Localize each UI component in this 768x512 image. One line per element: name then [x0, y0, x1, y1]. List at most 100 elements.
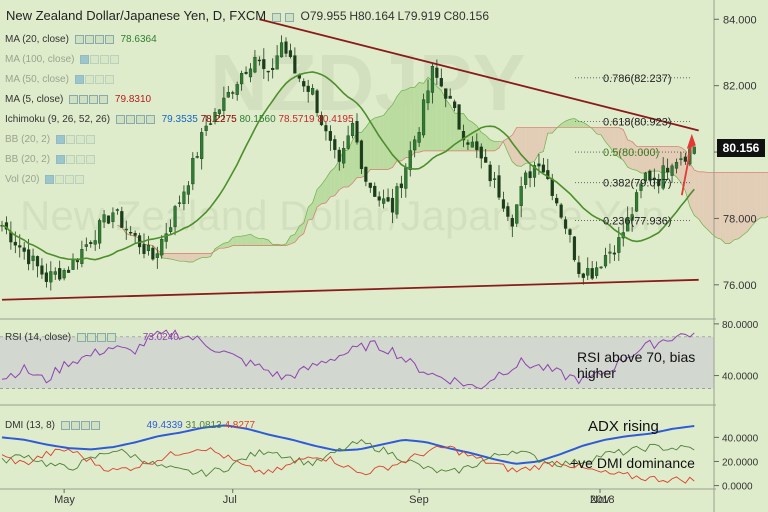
- candle-body: [66, 269, 71, 273]
- candle-body: [35, 256, 40, 267]
- candle-body: [306, 85, 310, 92]
- candle-body: [404, 167, 408, 189]
- legend-bb1[interactable]: BB (20, 2): [5, 134, 99, 145]
- legend-buttons[interactable]: [80, 54, 120, 65]
- candle-body: [217, 109, 222, 115]
- candle-body: [231, 92, 235, 94]
- legend-dmi[interactable]: DMI (13, 8) 49.4339 31.0813 4.8277: [5, 420, 255, 431]
- kumo-segment: [627, 139, 633, 170]
- dmi-line-di: [1, 445, 695, 484]
- candle-body: [470, 141, 474, 148]
- kumo-segment: [405, 87, 411, 158]
- candle-body: [506, 206, 510, 217]
- candle-body: [599, 266, 603, 269]
- candle-body: [461, 131, 466, 141]
- eye-button[interactable]: [284, 12, 294, 22]
- legend-buttons[interactable]: [45, 174, 85, 185]
- kumo-segment: [623, 129, 628, 168]
- candle-body: [284, 41, 288, 54]
- legend-buttons[interactable]: [60, 420, 101, 431]
- candle-body: [608, 251, 612, 254]
- kumo-segment: [374, 116, 380, 170]
- candle-body: [479, 146, 483, 159]
- candle-body: [200, 132, 204, 159]
- candle-body: [102, 214, 106, 223]
- candle-body: [71, 259, 75, 270]
- candle-body: [311, 88, 315, 95]
- legend-buttons[interactable]: [74, 34, 115, 45]
- y-tick-label: 76.000: [723, 280, 757, 292]
- candle-body: [191, 158, 195, 185]
- x-tick-label: Jul: [223, 494, 237, 506]
- candle-body: [648, 170, 652, 181]
- kumo-segment: [250, 234, 255, 246]
- legend-ichimoku[interactable]: Ichimoku (9, 26, 52, 26) 79.3535 78.2275…: [5, 114, 354, 125]
- kumo-segment: [303, 207, 309, 234]
- bias-arrowhead: [686, 133, 696, 149]
- legend-label: MA (100, close): [5, 54, 75, 66]
- legend-vol[interactable]: Vol (20): [5, 174, 88, 185]
- kumo-segment: [570, 118, 575, 128]
- legend-bb2[interactable]: BB (20, 2): [5, 154, 99, 165]
- watermark-name: New Zealand Dollar/Japanese Yen: [20, 192, 664, 239]
- kumo-segment: [676, 146, 681, 183]
- kumo-segment: [636, 146, 641, 173]
- kumo-segment: [263, 238, 269, 246]
- legend-rsi[interactable]: RSI (14, close) 73.0240: [5, 332, 179, 343]
- rsi-tick-label: 80.0000: [722, 320, 759, 331]
- settings-button[interactable]: [271, 12, 281, 22]
- kumo-segment: [219, 243, 224, 249]
- candle-body: [683, 156, 687, 162]
- ichimoku-cloud: [117, 76, 768, 263]
- rsi-band: [0, 336, 714, 389]
- legend-buttons[interactable]: [69, 94, 109, 105]
- candle-body: [279, 42, 284, 58]
- candle-body: [435, 67, 439, 78]
- kumo-segment: [290, 234, 295, 245]
- kumo-segment: [379, 115, 384, 170]
- kumo-segment: [175, 253, 180, 262]
- legend-ma5[interactable]: MA (5, close) 79.8310: [5, 94, 151, 105]
- candle-body: [98, 220, 102, 244]
- fib-level-label: 0.5(80.000): [603, 147, 659, 159]
- kumo-segment: [299, 223, 304, 237]
- legend-buttons[interactable]: [55, 134, 96, 145]
- kumo-segment: [325, 171, 331, 203]
- x-tick-label: Sep: [409, 494, 429, 506]
- price-grid: [0, 318, 716, 490]
- legend-value: 79.3535: [161, 114, 198, 126]
- candle-body: [546, 170, 550, 179]
- candle-body: [488, 164, 492, 182]
- candle-body: [430, 66, 435, 93]
- candle-body: [603, 255, 608, 267]
- header-buttons[interactable]: [271, 12, 295, 23]
- candle-body: [497, 175, 501, 198]
- candle-body: [302, 81, 306, 87]
- kumo-segment: [232, 236, 238, 246]
- candle-body: [18, 245, 22, 248]
- candle-body: [390, 197, 395, 213]
- candle-body: [244, 71, 248, 74]
- legend-ma100[interactable]: MA (100, close): [5, 54, 123, 65]
- candle-body: [475, 141, 479, 151]
- candle-body: [426, 90, 430, 104]
- kumo-segment: [432, 80, 437, 151]
- candle-body: [355, 121, 359, 143]
- legend-ma50[interactable]: MA (50, close): [5, 74, 118, 85]
- candle-body: [155, 253, 159, 258]
- legend-buttons[interactable]: [115, 114, 156, 125]
- kumo-segment: [703, 171, 708, 230]
- legend-buttons[interactable]: [74, 74, 115, 85]
- legend-buttons[interactable]: [76, 332, 117, 343]
- kumo-segment: [707, 172, 712, 235]
- kumo-segment: [396, 90, 402, 161]
- legend-buttons[interactable]: [55, 154, 96, 165]
- candle-body: [275, 55, 279, 70]
- legend-label: MA (5, close): [5, 94, 64, 106]
- candle-body: [510, 217, 514, 227]
- legend-ma20[interactable]: MA (20, close) 78.6364: [5, 34, 157, 45]
- candle-body: [319, 115, 324, 126]
- y-tick-label: 84.000: [723, 14, 757, 26]
- candle-body: [617, 237, 621, 253]
